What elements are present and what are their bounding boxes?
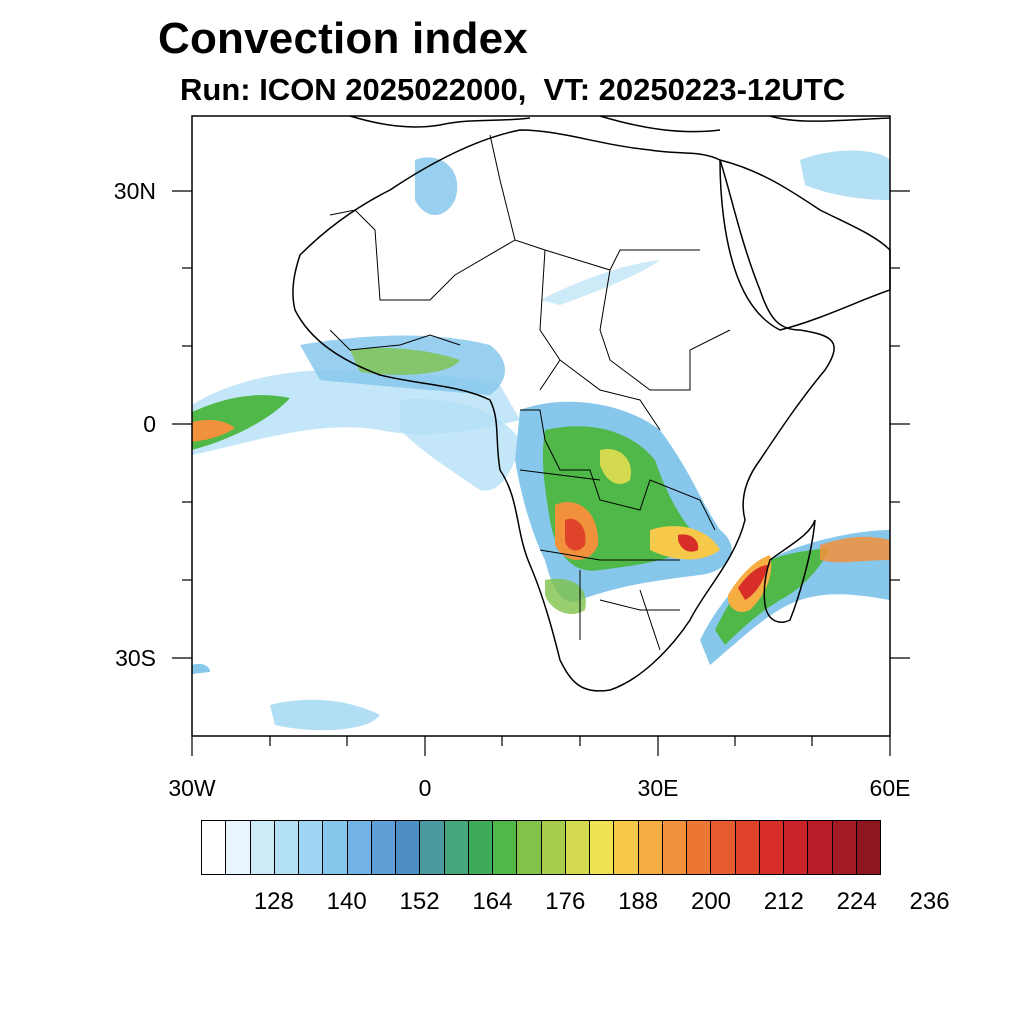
colorbar-swatch xyxy=(590,821,615,874)
border-lines xyxy=(329,134,731,651)
convection-madagascar-peak xyxy=(738,565,768,600)
colorbar-swatch xyxy=(323,821,348,874)
convection-southwest-patch xyxy=(192,663,210,674)
colorbar-label: 188 xyxy=(618,888,659,915)
colorbar-swatch xyxy=(274,821,299,874)
colorbar-swatch xyxy=(565,821,590,874)
colorbar-swatch xyxy=(711,821,736,874)
convection-mozambique-peak xyxy=(678,534,699,552)
colorbar-swatch xyxy=(662,821,687,874)
colorbar-swatch xyxy=(420,821,445,874)
convection-field xyxy=(192,150,890,731)
convection-arabia xyxy=(800,150,890,200)
colorbar-label: 212 xyxy=(763,888,804,915)
plot-frame xyxy=(191,115,891,737)
convection-indian-ocean xyxy=(700,530,890,665)
colorbar-swatch xyxy=(687,821,712,874)
lat-label-30n: 30N xyxy=(113,178,156,204)
colorbar-label: 152 xyxy=(399,888,440,915)
colorbar-swatch xyxy=(493,821,518,874)
convection-madagascar xyxy=(715,548,830,645)
convection-algeria xyxy=(415,157,458,215)
coastlines xyxy=(292,115,891,692)
colorbar-label: 236 xyxy=(909,888,950,915)
lon-label-0: 0 xyxy=(418,775,432,801)
colorbar-swatch xyxy=(396,821,421,874)
lat-label-0: 0 xyxy=(143,411,156,437)
colorbar-swatch xyxy=(832,821,857,874)
lon-label-30w: 30W xyxy=(168,775,216,801)
europe-coast xyxy=(349,115,891,133)
convection-gulf-guinea xyxy=(400,399,520,491)
colorbar-swatch xyxy=(808,821,833,874)
colorbar-swatch xyxy=(638,821,663,874)
convection-itcz-band xyxy=(192,370,520,455)
colorbar-label: 140 xyxy=(326,888,367,915)
country-borders xyxy=(329,134,731,651)
colorbar-label: 176 xyxy=(545,888,586,915)
colorbar-label: 164 xyxy=(472,888,513,915)
colorbar-swatch xyxy=(517,821,542,874)
convection-itcz-peak xyxy=(192,420,235,442)
colorbar-swatch xyxy=(759,821,784,874)
colorbar-swatch xyxy=(371,821,396,874)
map-title: Convection index xyxy=(158,14,528,63)
convection-congo-peak xyxy=(565,518,586,551)
convection-east-band xyxy=(820,536,890,563)
lon-label-30e: 30E xyxy=(637,775,679,801)
lat-label-30s: 30S xyxy=(115,645,156,671)
madagascar-outline xyxy=(763,519,816,623)
colorbar-swatch xyxy=(614,821,639,874)
axis-ticks xyxy=(172,190,910,756)
colorbar-swatch xyxy=(202,821,227,874)
convection-zambia-core xyxy=(600,449,631,485)
africa-coastline xyxy=(292,129,835,692)
colorbar-swatch xyxy=(250,821,275,874)
colorbar-label: 128 xyxy=(253,888,294,915)
colorbar-label: 224 xyxy=(836,888,877,915)
colorbar-swatch xyxy=(226,821,251,874)
convection-sahara-streak xyxy=(540,260,660,305)
colorbar-swatch xyxy=(299,821,324,874)
convection-west-africa-core xyxy=(350,348,460,375)
colorbar-swatch xyxy=(444,821,469,874)
colorbar-swatch xyxy=(541,821,566,874)
colorbar-swatch xyxy=(735,821,760,874)
map-subtitle: Run: ICON 2025022000, VT: 20250223-12UTC xyxy=(180,72,846,107)
convection-south-atlantic xyxy=(270,699,380,731)
lon-label-60e: 60E xyxy=(869,775,911,801)
colorbar xyxy=(201,820,881,875)
colorbar-label: 200 xyxy=(690,888,732,915)
colorbar-swatch xyxy=(347,821,372,874)
arabia-outline xyxy=(719,159,891,331)
convection-namibia xyxy=(545,578,586,615)
colorbar-swatch xyxy=(468,821,493,874)
colorbar-swatch xyxy=(856,821,880,874)
colorbar-swatch xyxy=(784,821,809,874)
